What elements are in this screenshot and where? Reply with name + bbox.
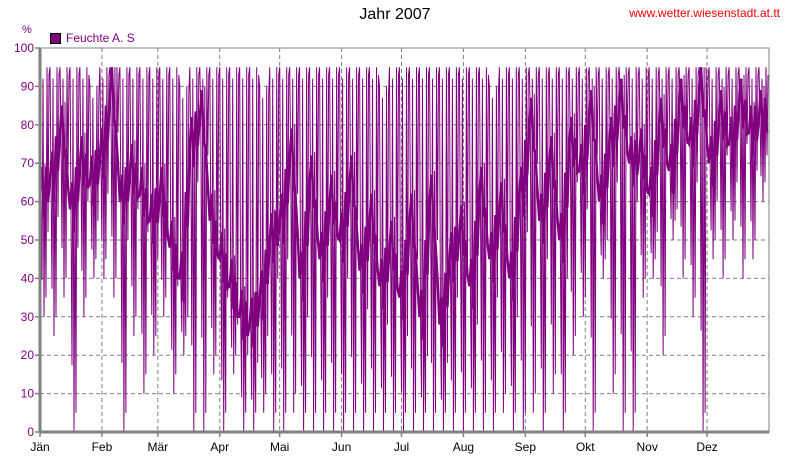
x-tick-label: Mär [148,440,169,454]
y-tick-label: 90 [21,79,35,93]
x-tick-label: Apr [210,440,229,454]
y-tick-label: 100 [14,41,34,55]
x-tick-label: Jul [394,440,409,454]
y-tick-label: 50 [21,233,35,247]
y-tick-label: 80 [21,118,35,132]
y-tick-label: 60 [21,195,35,209]
series-range-line [39,67,769,433]
x-tick-label: Jun [332,440,351,454]
x-tick-label: Dez [696,440,717,454]
x-tick-label: Okt [576,440,595,454]
x-tick-label: Mai [270,440,289,454]
legend: Feuchte A. S [50,31,135,45]
chart-title: Jahr 2007 [359,6,431,23]
y-tick-label: 0 [27,425,34,439]
x-tick-label: Jän [30,440,49,454]
y-tick-label: 20 [21,348,35,362]
series-mean-line [38,67,769,348]
y-tick-label: 10 [21,387,35,401]
y-axis-unit: % [22,24,32,36]
x-tick-label: Sep [515,440,537,454]
y-tick-label: 70 [21,156,35,170]
x-tick-label: Aug [453,440,474,454]
site-url[interactable]: www.wetter.wiesenstadt.at.tt [629,6,780,20]
legend-label: Feuchte A. S [66,31,135,45]
y-tick-label: 40 [21,271,35,285]
y-tick-label: 30 [21,310,35,324]
x-tick-label: Nov [636,440,657,454]
legend-swatch [50,32,61,44]
x-tick-label: Feb [92,440,113,454]
